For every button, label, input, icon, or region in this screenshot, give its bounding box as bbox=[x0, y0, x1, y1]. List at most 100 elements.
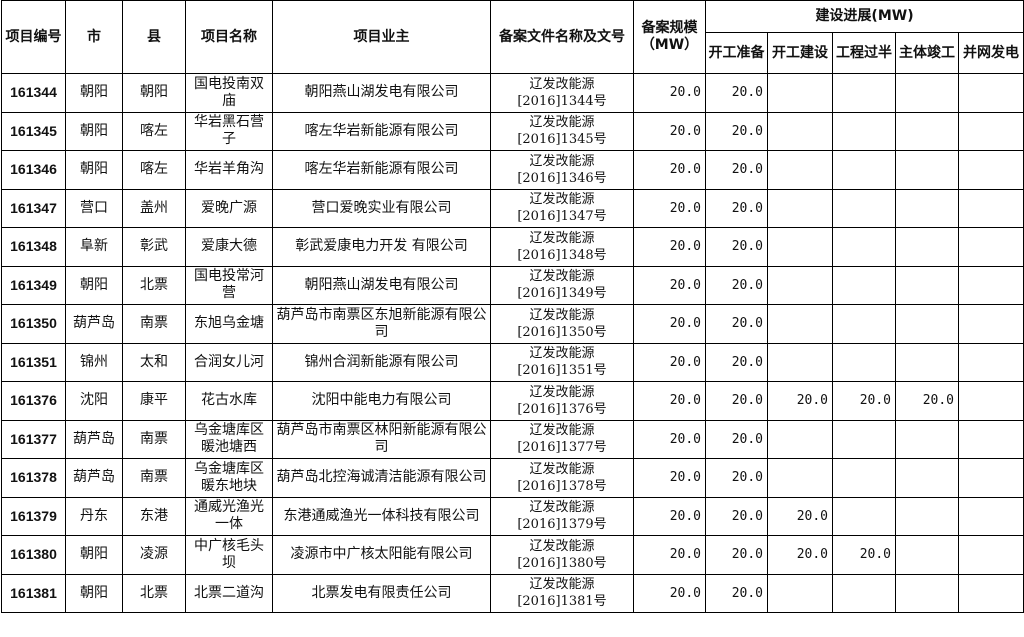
table-row: 161344 朝阳 朝阳 国电投南双庙 朝阳燕山湖发电有限公司 辽发改能源[2016]13… bbox=[1, 73, 1024, 113]
cell-progress bbox=[767, 150, 833, 190]
cell-progress: 20.0 bbox=[705, 458, 768, 498]
cell-progress bbox=[832, 573, 896, 613]
table-row: 161345 朝阳 喀左 华岩黑石营子 喀左华岩新能源有限公司 辽发改能源[2016]13… bbox=[1, 111, 1024, 151]
cell-doc: 辽发改能源[2016]1378号 bbox=[490, 458, 634, 498]
cell-scale: 20.0 bbox=[633, 381, 706, 421]
cell-city: 朝阳 bbox=[65, 73, 123, 113]
cell-progress bbox=[767, 342, 833, 382]
cell-doc: 辽发改能源[2016]1345号 bbox=[490, 111, 634, 151]
cell-progress bbox=[895, 496, 959, 536]
cell-progress bbox=[832, 150, 896, 190]
cell-name: 爱康大德 bbox=[185, 227, 273, 267]
cell-city: 营口 bbox=[65, 188, 123, 228]
cell-city: 阜新 bbox=[65, 227, 123, 267]
cell-city: 朝阳 bbox=[65, 573, 123, 613]
cell-name: 东旭乌金塘 bbox=[185, 304, 273, 344]
cell-scale: 20.0 bbox=[633, 419, 706, 459]
cell-scale: 20.0 bbox=[633, 73, 706, 113]
cell-progress bbox=[957, 150, 1024, 190]
cell-scale: 20.0 bbox=[633, 458, 706, 498]
header-grid-connected: 并网发电 bbox=[957, 32, 1024, 74]
cell-id: 161345 bbox=[1, 111, 66, 151]
cell-owner: 朝阳燕山湖发电有限公司 bbox=[272, 73, 491, 113]
table-row: 161350 葫芦岛 南票 东旭乌金塘 葫芦岛市南票区东旭新能源有限公司 辽发改能源[20… bbox=[1, 304, 1024, 344]
cell-name: 华岩羊角沟 bbox=[185, 150, 273, 190]
cell-doc: 辽发改能源[2016]1380号 bbox=[490, 535, 634, 575]
cell-scale: 20.0 bbox=[633, 227, 706, 267]
cell-city: 葫芦岛 bbox=[65, 419, 123, 459]
cell-progress: 20.0 bbox=[895, 381, 959, 421]
cell-county: 喀左 bbox=[122, 111, 186, 151]
cell-progress: 20.0 bbox=[705, 188, 768, 228]
cell-county: 盖州 bbox=[122, 188, 186, 228]
cell-owner: 营口爱晚实业有限公司 bbox=[272, 188, 491, 228]
cell-owner: 葫芦岛市南票区林阳新能源有限公司 bbox=[272, 419, 491, 459]
table-row: 161346 朝阳 喀左 华岩羊角沟 喀左华岩新能源有限公司 辽发改能源[2016]134… bbox=[1, 150, 1024, 190]
cell-scale: 20.0 bbox=[633, 573, 706, 613]
cell-name: 爱晚广源 bbox=[185, 188, 273, 228]
cell-progress: 20.0 bbox=[832, 381, 896, 421]
cell-name: 中广核毛头坝 bbox=[185, 535, 273, 575]
cell-progress bbox=[832, 496, 896, 536]
table-row: 161376 沈阳 康平 花古水库 沈阳中能电力有限公司 辽发改能源[2016]1376号… bbox=[1, 381, 1024, 421]
table-row: 161349 朝阳 北票 国电投常河营 朝阳燕山湖发电有限公司 辽发改能源[2016]13… bbox=[1, 265, 1024, 305]
cell-progress bbox=[895, 265, 959, 305]
cell-county: 彰武 bbox=[122, 227, 186, 267]
cell-doc: 辽发改能源[2016]1349号 bbox=[490, 265, 634, 305]
header-start-prep: 开工准备 bbox=[705, 32, 768, 74]
cell-progress bbox=[832, 111, 896, 151]
cell-owner: 喀左华岩新能源有限公司 bbox=[272, 150, 491, 190]
cell-progress bbox=[895, 419, 959, 459]
cell-progress bbox=[895, 111, 959, 151]
cell-owner: 葫芦岛北控海诚清洁能源有限公司 bbox=[272, 458, 491, 498]
table-row: 161381 朝阳 北票 北票二道沟 北票发电有限责任公司 辽发改能源[2016]1381… bbox=[1, 573, 1024, 613]
cell-county: 北票 bbox=[122, 265, 186, 305]
cell-progress bbox=[957, 73, 1024, 113]
cell-doc: 辽发改能源[2016]1346号 bbox=[490, 150, 634, 190]
cell-owner: 喀左华岩新能源有限公司 bbox=[272, 111, 491, 151]
cell-progress bbox=[895, 342, 959, 382]
cell-city: 朝阳 bbox=[65, 150, 123, 190]
cell-doc: 辽发改能源[2016]1379号 bbox=[490, 496, 634, 536]
cell-id: 161351 bbox=[1, 342, 66, 382]
cell-progress: 20.0 bbox=[832, 535, 896, 575]
cell-progress bbox=[895, 73, 959, 113]
cell-city: 朝阳 bbox=[65, 535, 123, 575]
cell-progress bbox=[832, 304, 896, 344]
cell-id: 161378 bbox=[1, 458, 66, 498]
cell-progress bbox=[767, 573, 833, 613]
cell-id: 161381 bbox=[1, 573, 66, 613]
header-main-complete: 主体竣工 bbox=[895, 32, 959, 74]
header-county: 县 bbox=[122, 0, 186, 74]
cell-progress bbox=[895, 227, 959, 267]
cell-id: 161350 bbox=[1, 304, 66, 344]
cell-progress bbox=[832, 458, 896, 498]
cell-progress bbox=[832, 73, 896, 113]
cell-name: 国电投常河营 bbox=[185, 265, 273, 305]
cell-scale: 20.0 bbox=[633, 265, 706, 305]
cell-progress bbox=[895, 458, 959, 498]
cell-name: 花古水库 bbox=[185, 381, 273, 421]
table-row: 161348 阜新 彰武 爱康大德 彰武爱康电力开发 有限公司 辽发改能源[2016]13… bbox=[1, 227, 1024, 267]
cell-id: 161379 bbox=[1, 496, 66, 536]
cell-progress: 20.0 bbox=[705, 73, 768, 113]
cell-name: 乌金塘库区暖池塘西 bbox=[185, 419, 273, 459]
cell-progress bbox=[767, 265, 833, 305]
cell-progress bbox=[832, 342, 896, 382]
cell-name: 乌金塘库区暖东地块 bbox=[185, 458, 273, 498]
header-progress: 建设进展(MW) bbox=[704, 0, 1024, 33]
cell-progress bbox=[957, 304, 1024, 344]
cell-progress: 20.0 bbox=[705, 342, 768, 382]
header-name: 项目名称 bbox=[185, 0, 273, 74]
cell-progress bbox=[957, 573, 1024, 613]
cell-county: 凌源 bbox=[122, 535, 186, 575]
cell-progress bbox=[895, 188, 959, 228]
cell-owner: 朝阳燕山湖发电有限公司 bbox=[272, 265, 491, 305]
cell-owner: 东港通威渔光一体科技有限公司 bbox=[272, 496, 491, 536]
header-half-done: 工程过半 bbox=[832, 32, 896, 74]
cell-progress bbox=[767, 73, 833, 113]
cell-id: 161377 bbox=[1, 419, 66, 459]
header-city: 市 bbox=[65, 0, 123, 74]
cell-owner: 葫芦岛市南票区东旭新能源有限公司 bbox=[272, 304, 491, 344]
header-id: 项目编号 bbox=[1, 0, 66, 74]
